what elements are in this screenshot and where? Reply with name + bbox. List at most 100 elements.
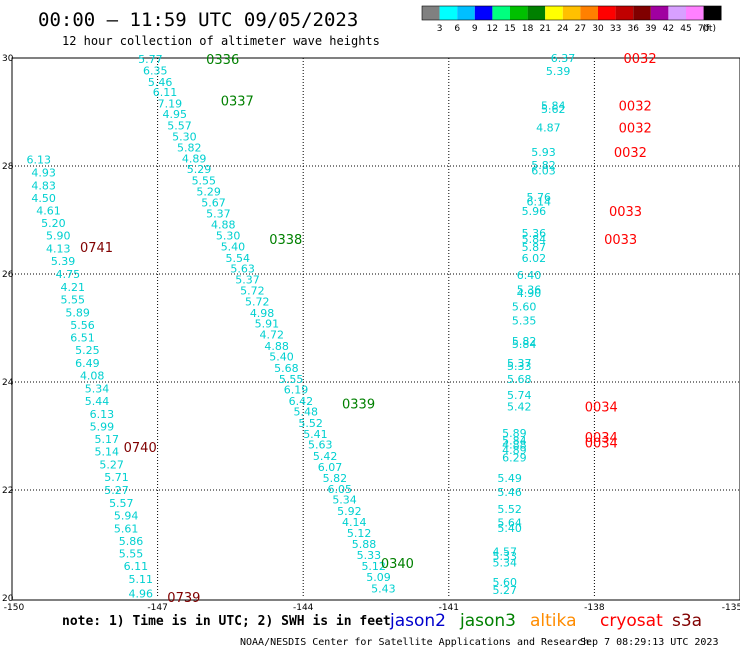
wave-height-value: 4.89 bbox=[182, 152, 207, 165]
wave-height-value: 5.60 bbox=[512, 300, 536, 313]
colorbar-swatch bbox=[457, 6, 475, 20]
wave-height-value: 5.71 bbox=[104, 471, 129, 484]
colorbar-swatch bbox=[492, 6, 510, 20]
wave-height-value: 5.74 bbox=[507, 389, 532, 402]
wave-height-value: 6.11 bbox=[153, 86, 178, 99]
legend-item-s3a: s3a bbox=[672, 611, 702, 631]
wave-height-value: 5.57 bbox=[109, 497, 134, 510]
track-time-label: 0340 bbox=[381, 557, 414, 572]
wave-height-value: 5.96 bbox=[522, 205, 547, 218]
chart-header: 00:00 — 11:59 UTC 09/05/2023 12 hour col… bbox=[38, 9, 380, 48]
x-tick-label: -147 bbox=[147, 603, 167, 613]
y-tick-label: 28 bbox=[2, 162, 14, 172]
wave-height-value: 5.39 bbox=[51, 255, 76, 268]
wave-height-value: 6.02 bbox=[522, 252, 547, 265]
wave-height-value: 5.82 bbox=[323, 472, 348, 485]
colorbar-tick-label: 15 bbox=[504, 24, 515, 34]
track-time-label: 0739 bbox=[167, 591, 200, 606]
wave-height-value: 5.54 bbox=[226, 252, 251, 265]
colorbar-swatch bbox=[633, 6, 651, 20]
footer-timestamp: Sep 7 08:29:13 UTC 2023 bbox=[580, 637, 718, 648]
wave-height-value: 5.39 bbox=[546, 65, 571, 78]
satellite-track: 5.776.355.466.117.194.955.575.305.824.89… bbox=[138, 53, 414, 595]
colorbar-swatch bbox=[703, 6, 722, 20]
wave-height-value: 5.63 bbox=[230, 263, 255, 276]
wave-height-value: 5.87 bbox=[522, 241, 547, 254]
x-tick-label: -141 bbox=[439, 603, 459, 613]
wave-height-value: 5.37 bbox=[507, 357, 532, 370]
track-time-label: 0032 bbox=[619, 100, 652, 115]
track-time-label: 0033 bbox=[604, 233, 637, 248]
wave-height-value: 5.29 bbox=[187, 163, 212, 176]
track-time-label: 0740 bbox=[124, 441, 157, 456]
colorbar-tick-label: 18 bbox=[522, 24, 534, 34]
chart-title: 00:00 — 11:59 UTC 09/05/2023 bbox=[38, 9, 358, 31]
track-time-label: 0032 bbox=[619, 122, 652, 137]
wave-height-value: 5.40 bbox=[497, 522, 522, 535]
colorbar-swatch bbox=[650, 6, 669, 20]
track-time-label: 0034 bbox=[585, 400, 618, 415]
wave-height-value: 5.82 bbox=[177, 142, 202, 155]
wave-height-value: 5.52 bbox=[497, 503, 522, 516]
satellite-tracks: 6.134.934.834.504.615.205.904.135.394.75… bbox=[27, 52, 657, 606]
wave-height-value: 5.33 bbox=[492, 550, 516, 563]
wave-height-value: 6.05 bbox=[327, 483, 352, 496]
wave-height-value: 5.35 bbox=[512, 314, 536, 327]
colorbar-swatch bbox=[668, 6, 686, 20]
footer-note: note: 1) Time is in UTC; 2) SWH is in fe… bbox=[62, 614, 391, 629]
legend-item-cryosat: cryosat bbox=[600, 611, 663, 631]
track-time-label: 0338 bbox=[269, 233, 302, 248]
chart-footer: note: 1) Time is in UTC; 2) SWH is in fe… bbox=[62, 611, 718, 648]
wave-height-value: 5.27 bbox=[492, 584, 516, 597]
wave-height-value: 5.30 bbox=[172, 130, 197, 143]
wave-height-value: 5.84 bbox=[502, 434, 526, 447]
wave-height-value: 5.56 bbox=[70, 319, 95, 332]
plot-frame bbox=[11, 57, 740, 601]
wave-height-value: 5.44 bbox=[85, 395, 110, 408]
wave-height-value: 6.40 bbox=[517, 269, 542, 282]
wave-height-value: 5.62 bbox=[541, 103, 566, 116]
wave-height-value: 5.46 bbox=[497, 486, 522, 499]
wave-height-value: 5.37 bbox=[235, 273, 260, 286]
wave-height-value: 6.35 bbox=[143, 64, 168, 77]
wave-height-value: 5.36 bbox=[517, 284, 542, 297]
wave-height-value: 5.86 bbox=[119, 535, 144, 548]
wave-height-value: 5.42 bbox=[313, 450, 338, 463]
satellite-legend: jason2 jason3 altika cryosat s3a bbox=[389, 611, 702, 631]
wave-height-value: 5.57 bbox=[167, 120, 192, 133]
colorbar-tick-label: 30 bbox=[592, 24, 604, 34]
wave-height-value: 5.12 bbox=[361, 560, 386, 573]
wave-height-value: 5.36 bbox=[522, 227, 547, 240]
colorbar-swatch bbox=[562, 6, 581, 20]
colorbar-swatch bbox=[686, 6, 704, 20]
track-time-label: 0034 bbox=[585, 431, 618, 446]
track-time-label: 0034 bbox=[585, 436, 618, 451]
wave-height-value: 5.30 bbox=[216, 230, 241, 243]
wave-height-value: 4.88 bbox=[264, 340, 289, 353]
colorbar-tick-label: 27 bbox=[575, 24, 586, 34]
colorbar-tick-label: 3 bbox=[437, 24, 443, 34]
wave-height-value: 6.13 bbox=[27, 154, 51, 167]
wave-height-value: 4.21 bbox=[61, 281, 86, 294]
wave-height-value: 5.11 bbox=[128, 573, 153, 586]
colorbar-frame bbox=[421, 5, 722, 21]
wave-height-value: 5.55 bbox=[192, 175, 217, 188]
wave-height-value: 6.51 bbox=[70, 332, 95, 345]
legend-item-jason2: jason2 bbox=[389, 611, 446, 631]
wave-height-value: 5.63 bbox=[308, 439, 333, 452]
wave-height-value: 5.40 bbox=[221, 240, 246, 253]
wave-height-value: 5.09 bbox=[366, 571, 391, 584]
y-tick-label: 30 bbox=[2, 54, 14, 64]
wave-height-value: 4.88 bbox=[502, 439, 526, 452]
wave-height-value: 5.43 bbox=[371, 582, 396, 595]
colorbar-swatch bbox=[510, 6, 528, 20]
wave-height-value: 4.50 bbox=[31, 192, 56, 205]
wave-height-value: 5.14 bbox=[95, 446, 120, 459]
track-time-label: 0337 bbox=[221, 95, 254, 110]
wave-height-value: 6.13 bbox=[90, 408, 115, 421]
wave-height-value: 5.49 bbox=[497, 472, 522, 485]
wave-height-value: 5.33 bbox=[507, 360, 532, 373]
wave-height-value: 5.34 bbox=[332, 494, 357, 507]
wave-height-value: 5.94 bbox=[114, 509, 139, 522]
